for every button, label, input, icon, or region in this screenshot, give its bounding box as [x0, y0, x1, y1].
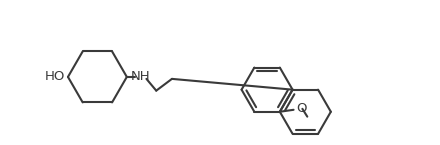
- Text: HO: HO: [44, 70, 65, 83]
- Text: O: O: [297, 102, 307, 115]
- Text: NH: NH: [131, 70, 150, 83]
